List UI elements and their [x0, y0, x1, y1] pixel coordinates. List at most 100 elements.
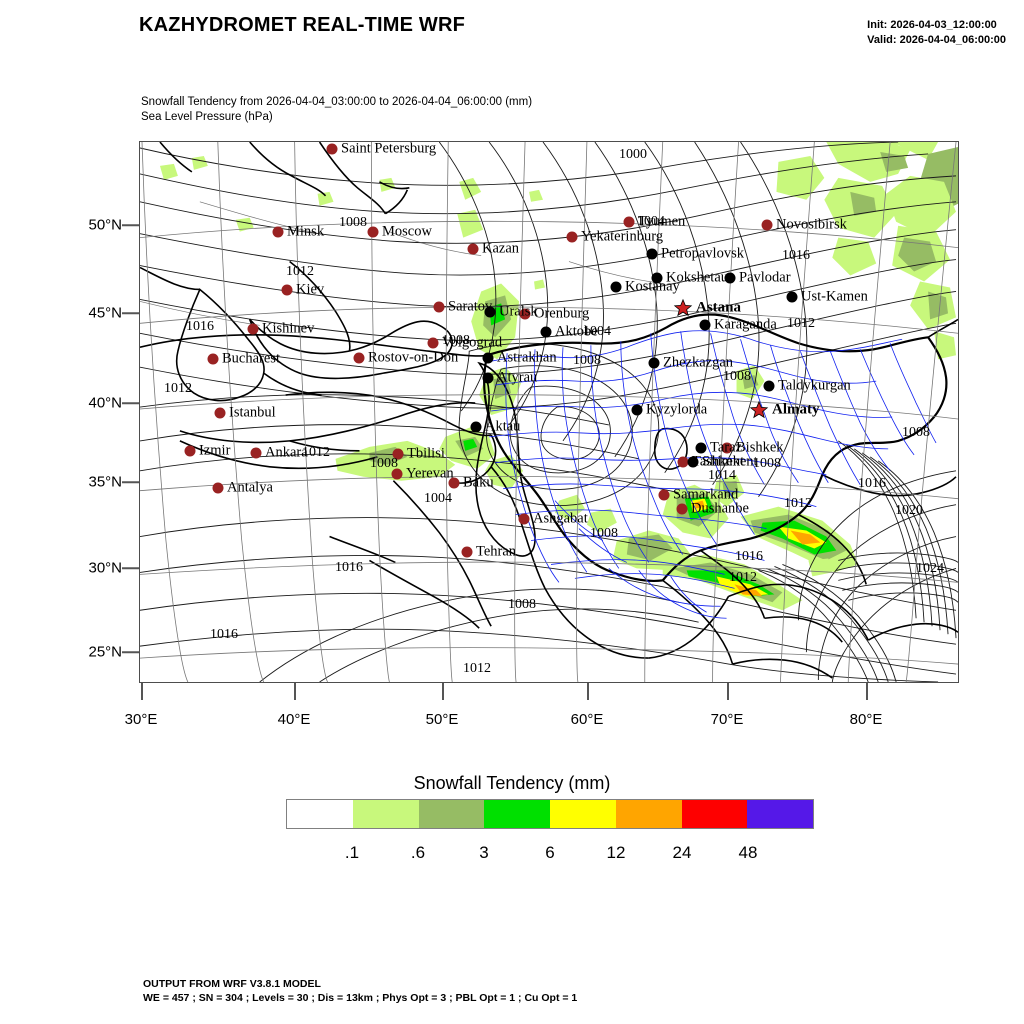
colorbar-tick-label: 24	[672, 843, 692, 862]
city-dot-icon	[695, 442, 707, 454]
coastlines-and-borders	[140, 142, 958, 679]
isobar-label: 1008	[723, 369, 751, 384]
isobar-label: 1008	[339, 215, 367, 230]
isobar-label: 1008	[573, 353, 601, 368]
city-dot-icon	[687, 456, 699, 468]
city-label: Tashkent	[692, 453, 745, 470]
city-label: Aktau	[485, 418, 521, 435]
isobar-label: 1008	[508, 597, 536, 612]
graticule	[140, 142, 958, 682]
city-label: Astana	[696, 299, 742, 316]
city-label: Ust-Kamen	[801, 288, 868, 305]
city-label: Taraz	[710, 439, 742, 456]
colorbar-tick-label: 12	[606, 843, 626, 862]
city-label: Atyrau	[497, 369, 538, 386]
isobar-label: 1004	[424, 491, 452, 506]
isobar-label: 1012	[784, 496, 812, 511]
city-label: Saratov	[448, 298, 493, 315]
isobar-label: 1008	[902, 425, 930, 440]
lon-tick-60	[587, 683, 589, 700]
city-dot-icon	[658, 489, 670, 501]
city-label: Kostanay	[625, 278, 680, 295]
lon-tick-50	[442, 683, 444, 700]
city-dot-icon	[482, 352, 494, 364]
city-label: Bishkek	[736, 439, 784, 456]
snowfall-tendency-label: Snowfall Tendency from 2026-04-04_03:00:…	[141, 96, 533, 108]
isobar-label: 1016	[782, 248, 810, 263]
weather-map[interactable]: Saint Petersburg Minsk Moscow Kazan Tyumen Ye…	[139, 141, 959, 683]
city-dot-icon	[699, 319, 711, 331]
city-label: Yekaterinburg	[581, 228, 664, 245]
colorbar-tick-label: .1	[344, 843, 360, 862]
city-dot-icon	[540, 326, 552, 338]
lon-tick-30	[141, 683, 143, 700]
snowfall-shading	[159, 142, 958, 611]
city-dot-icon	[207, 353, 219, 365]
footer-line-2: WE = 457 ; SN = 304 ; Levels = 30 ; Dis …	[143, 992, 578, 1004]
city-dot-icon	[272, 226, 284, 238]
isobar-label: 1008	[590, 526, 618, 541]
city-label: Bucharest	[222, 350, 280, 367]
city-dot-icon	[470, 421, 482, 433]
lat-tick-50	[122, 224, 139, 226]
capital-star-icon	[673, 298, 693, 317]
city-dot-icon	[367, 226, 379, 238]
city-label: Dushanbe	[691, 500, 749, 517]
city-label: Tbilisi	[407, 445, 445, 462]
colorbar-ticks: .1 .6 3 6 12 24 48	[286, 843, 814, 867]
city-label: Rostov-on-Don	[368, 349, 459, 366]
city-label: Astrakhan	[497, 349, 557, 366]
valid-time-label: Valid: 2026-04-04_06:00:00	[867, 34, 1006, 46]
city-dot-icon	[467, 243, 479, 255]
isobar-label: 1012	[164, 381, 192, 396]
city-dot-icon	[247, 323, 259, 335]
city-label: Antalya	[227, 479, 273, 496]
city-label: Samarkand	[673, 486, 739, 503]
city-dot-icon	[646, 248, 658, 260]
city-dot-icon	[761, 219, 773, 231]
colorbar-title: Snowfall Tendency (mm)	[413, 773, 611, 793]
kazakhstan-districts	[489, 330, 937, 619]
city-dot-icon	[724, 272, 736, 284]
isobar-label: 1012	[286, 264, 314, 279]
colorbar-tick-label: .6	[410, 843, 426, 862]
city-dot-icon	[326, 143, 338, 155]
city-label: Kishinev	[262, 320, 315, 337]
isobar-label: 1024	[916, 561, 944, 576]
lon-label-80: 80°E	[849, 711, 883, 728]
city-label: Kazan	[482, 240, 520, 257]
city-label: Almaty	[772, 401, 820, 418]
city-label: Shimkent	[702, 453, 758, 470]
lat-label-45: 45°N	[88, 304, 122, 322]
isobar-label: 1012	[729, 570, 757, 585]
city-label: Petropavlovsk	[661, 245, 744, 262]
page-title: KAZHYDROMET REAL-TIME WRF	[139, 14, 466, 36]
city-label: Kyzylorda	[646, 401, 708, 418]
isobar-label: 1008	[442, 333, 470, 348]
city-dot-icon	[281, 284, 293, 296]
city-dot-icon	[610, 281, 622, 293]
city-dot-icon	[648, 357, 660, 369]
city-label: Ashgabat	[533, 510, 588, 527]
lat-tick-45	[122, 312, 139, 314]
city-dot-icon	[448, 477, 460, 489]
lat-label-35: 35°N	[88, 473, 122, 491]
isobar-label: 1020	[895, 503, 923, 518]
city-label: Yerevan	[406, 465, 454, 482]
lat-tick-25	[122, 651, 139, 653]
lon-tick-70	[727, 683, 729, 700]
city-dot-icon	[677, 456, 689, 468]
colorbar[interactable]	[286, 799, 814, 829]
city-dot-icon	[786, 291, 798, 303]
lon-label-40: 40°E	[277, 711, 311, 728]
isobar-label: 1008	[753, 456, 781, 471]
city-label: Orenburg	[534, 305, 590, 322]
city-dot-icon	[214, 407, 226, 419]
city-label: Moscow	[382, 223, 432, 240]
lon-tick-40	[294, 683, 296, 700]
city-label: Kiev	[296, 281, 325, 298]
city-label: Karaganda	[714, 316, 777, 333]
map-graphics	[140, 142, 958, 682]
isobar-label: 1016	[335, 560, 363, 575]
